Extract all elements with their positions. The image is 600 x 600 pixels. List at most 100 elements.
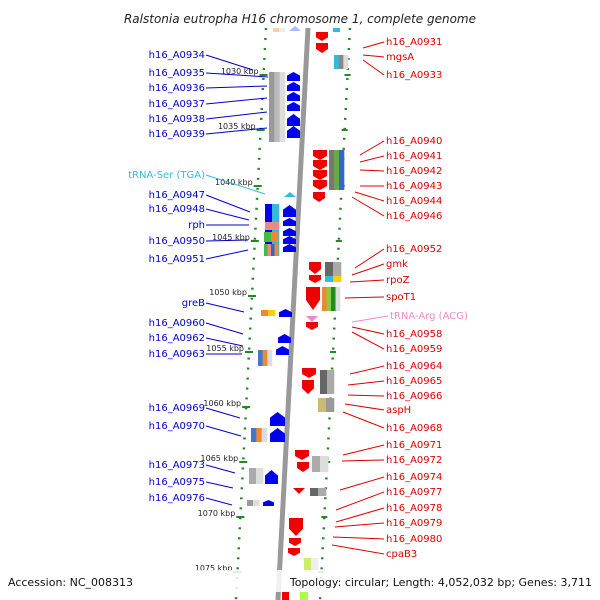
gene-feature-block: [267, 244, 272, 256]
label-leader-line: [351, 263, 385, 276]
right-labels: h16_A0931 mgsA h16_A0933 h16_A0940 h16_A0941…: [331, 37, 468, 560]
reverse-gene-arrow: [313, 150, 327, 160]
gene-feature-block: [271, 244, 275, 256]
left-gene-label: h16_A0951: [149, 254, 205, 265]
left-gene-label: h16_A0935: [149, 68, 205, 79]
left-gene-label: h16_A0948: [149, 204, 205, 215]
label-leader-line: [351, 331, 385, 350]
left-gene-label: h16_A0963: [149, 349, 205, 360]
gene-feature-block: [274, 72, 280, 142]
gene-feature-block: [333, 276, 342, 282]
reverse-gene-arrow: [313, 160, 327, 170]
label-leader-line: [344, 296, 385, 299]
gene-feature-block: [335, 287, 341, 311]
gene-feature-block: [326, 398, 335, 412]
forward-gene-arrow: [278, 334, 291, 343]
left-gene-label: h16_A0938: [149, 114, 205, 125]
reverse-gene-arrow: [289, 538, 301, 546]
gene-feature-block: [265, 222, 279, 230]
reverse-gene-arrow: [306, 322, 318, 330]
gene-feature-block: [282, 592, 290, 600]
gene-feature-block: [326, 287, 332, 311]
forward-gene-arrow: [287, 92, 300, 101]
forward-gene-arrow: [270, 412, 285, 426]
label-leader-line: [205, 72, 269, 78]
right-gene-label: h16_A0968: [386, 423, 442, 434]
left-gene-label: h16_A0975: [149, 477, 205, 488]
gene-feature-block: [279, 28, 286, 32]
label-leader-line: [205, 249, 249, 260]
label-leader-line: [339, 476, 385, 491]
right-gene-label: aspH: [386, 405, 411, 416]
forward-gene-arrow: [283, 228, 296, 236]
label-leader-line: [205, 497, 233, 506]
reverse-gene-arrow: [309, 262, 321, 274]
right-gene-label: h16_A0974: [386, 472, 442, 483]
forward-gene-arrow: [287, 126, 300, 138]
forward-gene-arrow: [283, 205, 296, 217]
label-leader-line: [205, 97, 268, 105]
label-leader-line: [335, 507, 385, 523]
kbp-tick-label: 1030 kbp: [221, 67, 259, 76]
gene-feature-block: [256, 428, 262, 442]
gene-feature-block: [269, 72, 275, 142]
forward-gene-arrow: [283, 236, 296, 244]
left-gene-label: h16_A0969: [149, 403, 205, 414]
gene-feature-block: [318, 398, 327, 412]
kbp-tick-label: 1055 kbp: [206, 344, 244, 353]
right-gene-label: h16_A0980: [386, 534, 442, 545]
reverse-gene-arrow: [313, 180, 327, 190]
kbp-ticks: 1030 kbp 1035 kbp 1040 kbp 1045 kbp 1050 kbp…: [195, 67, 351, 573]
right-gene-label: h16_A0977: [386, 487, 442, 498]
label-leader-line: [332, 536, 385, 540]
kbp-tick-label: 1060 kbp: [203, 399, 241, 408]
reverse-gene-arrow: [293, 488, 305, 494]
right-gene-label: h16_A0946: [386, 211, 442, 222]
trna-marker: [284, 192, 296, 197]
left-gene-label: h16_A0950: [149, 236, 205, 247]
left-gene-label: h16_A0973: [149, 460, 205, 471]
label-leader-line: [344, 403, 385, 411]
reverse-gene-arrow: [297, 462, 309, 472]
right-gene-label: h16_A0940: [386, 136, 442, 147]
kbp-tick-label: 1070 kbp: [198, 509, 236, 518]
right-gene-label: h16_A0965: [386, 376, 442, 387]
forward-gene-arrow: [265, 470, 278, 484]
label-leader-line: [205, 407, 241, 419]
gene-feature-block: [333, 28, 341, 32]
kbp-tick-label: 1035 kbp: [218, 122, 256, 131]
gene-feature-block: [322, 287, 327, 311]
right-gene-label: h16_A0943: [386, 181, 442, 192]
gene-feature-block: [264, 244, 268, 256]
forward-gene-arrow: [283, 244, 296, 252]
gene-feature-block: [325, 262, 334, 278]
left-gene-label: rph: [188, 220, 205, 231]
kbp-tick-label: 1045 kbp: [212, 233, 250, 242]
right-gene-label: tRNA-Arg (ACG): [390, 311, 468, 322]
gene-feature-block: [268, 310, 276, 316]
trna-marker: [306, 316, 318, 322]
kbp-tick-label: 1065 kbp: [201, 454, 239, 463]
label-leader-line: [205, 111, 268, 120]
gene-feature-block: [331, 287, 336, 311]
gene-feature-block: [253, 500, 260, 506]
label-leader-line: [205, 208, 250, 221]
label-leader-line: [205, 337, 244, 347]
left-gene-label: h16_A0936: [149, 83, 205, 94]
label-leader-line: [351, 326, 385, 335]
gene-feature-block: [340, 28, 348, 32]
forward-gene-arrow: [270, 428, 285, 442]
gene-feature-block: [318, 488, 327, 496]
label-leader-line: [362, 41, 385, 49]
right-gene-label: h16_A0952: [386, 244, 442, 255]
gene-feature-block: [338, 55, 344, 69]
label-leader-line: [331, 544, 385, 555]
right-gene-label: gmk: [386, 259, 408, 270]
label-leader-line: [205, 425, 242, 437]
label-leader-line: [362, 54, 385, 58]
gene-feature-block: [320, 370, 328, 394]
gene-feature-block: [329, 150, 335, 190]
reverse-gene-arrow: [302, 368, 316, 378]
right-gene-label: h16_A0978: [386, 503, 442, 514]
